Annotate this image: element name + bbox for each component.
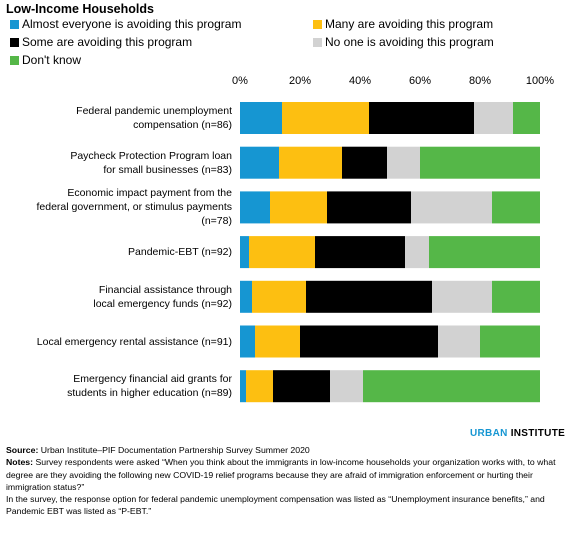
bar-segment [405, 236, 429, 269]
category-label: Local emergency rental assistance (n=91) [36, 335, 232, 348]
bar-segment [240, 102, 282, 134]
bar-segment [246, 370, 273, 403]
x-tick-label: 80% [469, 75, 491, 87]
bar-segment [411, 191, 492, 224]
bar-segment [438, 325, 480, 358]
bar-segment [492, 280, 540, 313]
legend-label: Don't know [22, 53, 81, 67]
notes-line: Notes: Survey respondents were asked “Wh… [6, 456, 562, 493]
legend-swatch [10, 55, 19, 65]
bar-segment [420, 146, 540, 179]
legend-swatch [313, 37, 322, 47]
bar-segment [300, 325, 438, 358]
legend-swatch [10, 19, 19, 29]
legend-item: Many are avoiding this program [313, 17, 493, 31]
brand-institute: INSTITUTE [510, 428, 566, 439]
legend-item: Almost everyone is avoiding this program [10, 17, 241, 31]
legend-item: Don't know [10, 53, 81, 67]
bar-segment [327, 191, 411, 224]
x-tick-label: 100% [526, 75, 554, 87]
bar-segment [240, 191, 270, 224]
brand-logo: URBAN INSTITUTE [470, 428, 565, 439]
legend-swatch [10, 37, 19, 47]
legend-swatch [313, 19, 322, 29]
category-label: Paycheck Protection Program loan for sma… [70, 149, 232, 176]
brand-urban: URBAN [470, 428, 508, 439]
source-text: Urban Institute–PIF Documentation Partne… [38, 445, 310, 455]
source-label: Source: [6, 445, 39, 455]
bar-segment [240, 325, 255, 358]
legend-label: Some are avoiding this program [22, 35, 193, 49]
bar-segment [387, 146, 420, 179]
bar-segment [492, 191, 540, 224]
bar-segment [306, 280, 432, 313]
bar-segment [363, 370, 540, 403]
notes-line-2: In the survey, the response option for f… [6, 494, 545, 517]
bar-segment [474, 102, 513, 134]
bar-segment [273, 370, 330, 403]
x-tick-label: 0% [232, 75, 248, 87]
notes-text: Survey respondents were asked “When you … [6, 457, 556, 492]
category-label: Financial assistance through local emerg… [93, 283, 232, 310]
notes-block: Source: Urban Institute–PIF Documentatio… [6, 444, 562, 518]
legend-item: No one is avoiding this program [313, 35, 494, 49]
bar-segment [315, 236, 405, 269]
legend-label: Almost everyone is avoiding this program [22, 17, 242, 31]
category-label: Economic impact payment from the federal… [36, 187, 232, 228]
bar-segment [240, 146, 279, 179]
x-tick-label: 20% [289, 75, 311, 87]
legend-label: Many are avoiding this program [325, 17, 494, 31]
legend-item: Some are avoiding this program [10, 35, 192, 49]
bar-segment [249, 236, 315, 269]
bar-segment [270, 191, 327, 224]
bar-segment [429, 236, 540, 269]
bar-segment [240, 280, 252, 313]
bar-segment [480, 325, 540, 358]
x-tick-label: 60% [409, 75, 431, 87]
bar-segment [282, 102, 369, 134]
bar-segment [513, 102, 540, 134]
category-label: Emergency financial aid grants for stude… [67, 373, 232, 400]
bar-segment [279, 146, 342, 179]
bar-segment [240, 370, 246, 403]
notes-label: Notes: [6, 457, 34, 468]
bar-segment [369, 102, 474, 134]
chart-title: Low-Income Households [6, 2, 154, 16]
category-label: Federal pandemic unemployment compensati… [76, 105, 232, 131]
bar-segment [252, 280, 306, 313]
bar-segment [342, 146, 387, 179]
source-line: Source: Urban Institute–PIF Documentatio… [6, 444, 562, 456]
category-label: Pandemic-EBT (n=92) [128, 246, 232, 259]
bar-segment [330, 370, 363, 403]
bar-segment [255, 325, 300, 358]
bar-segment [432, 280, 492, 313]
legend-label: No one is avoiding this program [325, 35, 494, 49]
bar-segment [240, 236, 249, 269]
x-tick-label: 40% [349, 75, 371, 87]
plot-area: 0% 20% 40% 60% 80% 100% [232, 75, 554, 403]
